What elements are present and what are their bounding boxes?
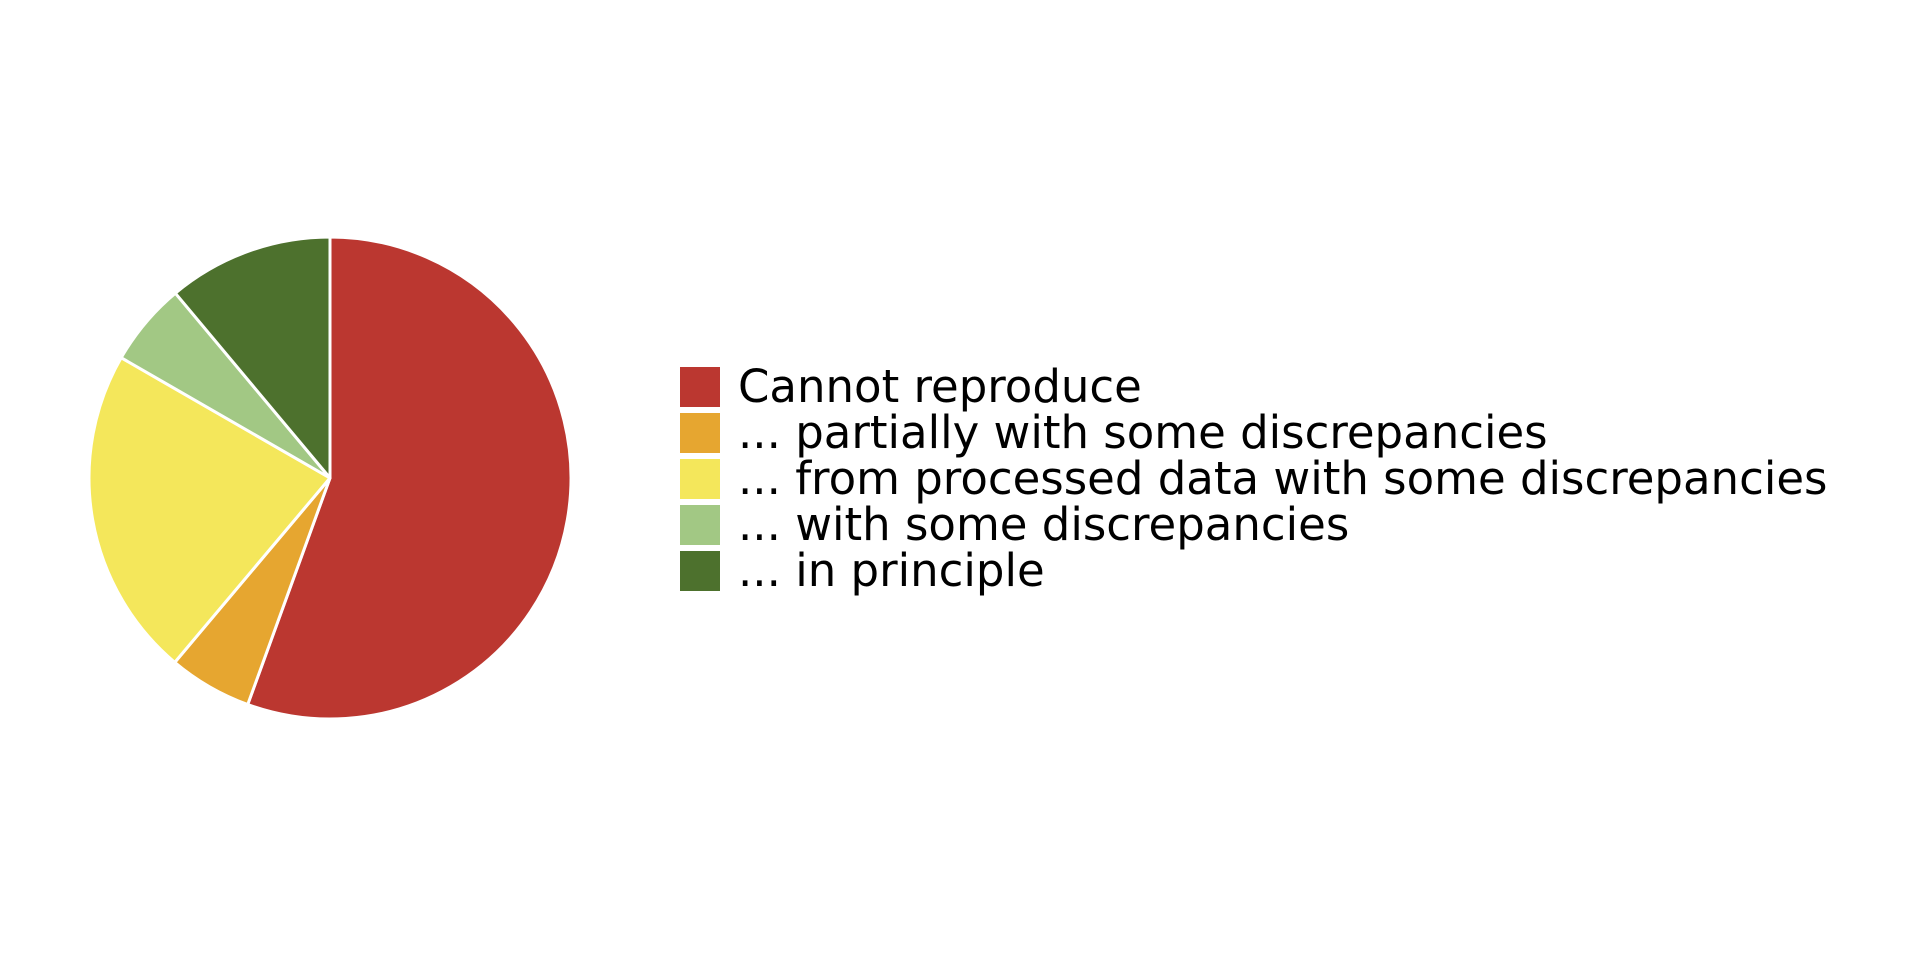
legend-swatch: [680, 459, 720, 499]
legend-label: ... from processed data with some discre…: [738, 452, 1828, 505]
pie-slice-in-principle: [173, 235, 332, 480]
pie-slice-from-processed-data-with-some-discrepancies: [87, 356, 332, 664]
legend-swatch: [680, 413, 720, 453]
legend-item-with-discrepancies: ... with some discrepancies: [680, 502, 1827, 548]
legend-label: ... in principle: [738, 544, 1045, 597]
legend-item-partially: ... partially with some discrepancies: [680, 410, 1827, 456]
legend-swatch: [680, 505, 720, 545]
legend-item-in-principle: ... in principle: [680, 548, 1827, 594]
legend: Cannot reproduce ... partially with some…: [680, 364, 1827, 594]
legend-item-cannot-reproduce: Cannot reproduce: [680, 364, 1827, 410]
legend-item-processed-data: ... from processed data with some discre…: [680, 456, 1827, 502]
legend-label: ... partially with some discrepancies: [738, 406, 1548, 459]
legend-swatch: [680, 367, 720, 407]
pie-slices: [87, 235, 573, 721]
legend-label: Cannot reproduce: [738, 360, 1142, 413]
pie-slice-cannot-reproduce: [246, 235, 573, 721]
legend-swatch: [680, 551, 720, 591]
legend-label: ... with some discrepancies: [738, 498, 1350, 551]
